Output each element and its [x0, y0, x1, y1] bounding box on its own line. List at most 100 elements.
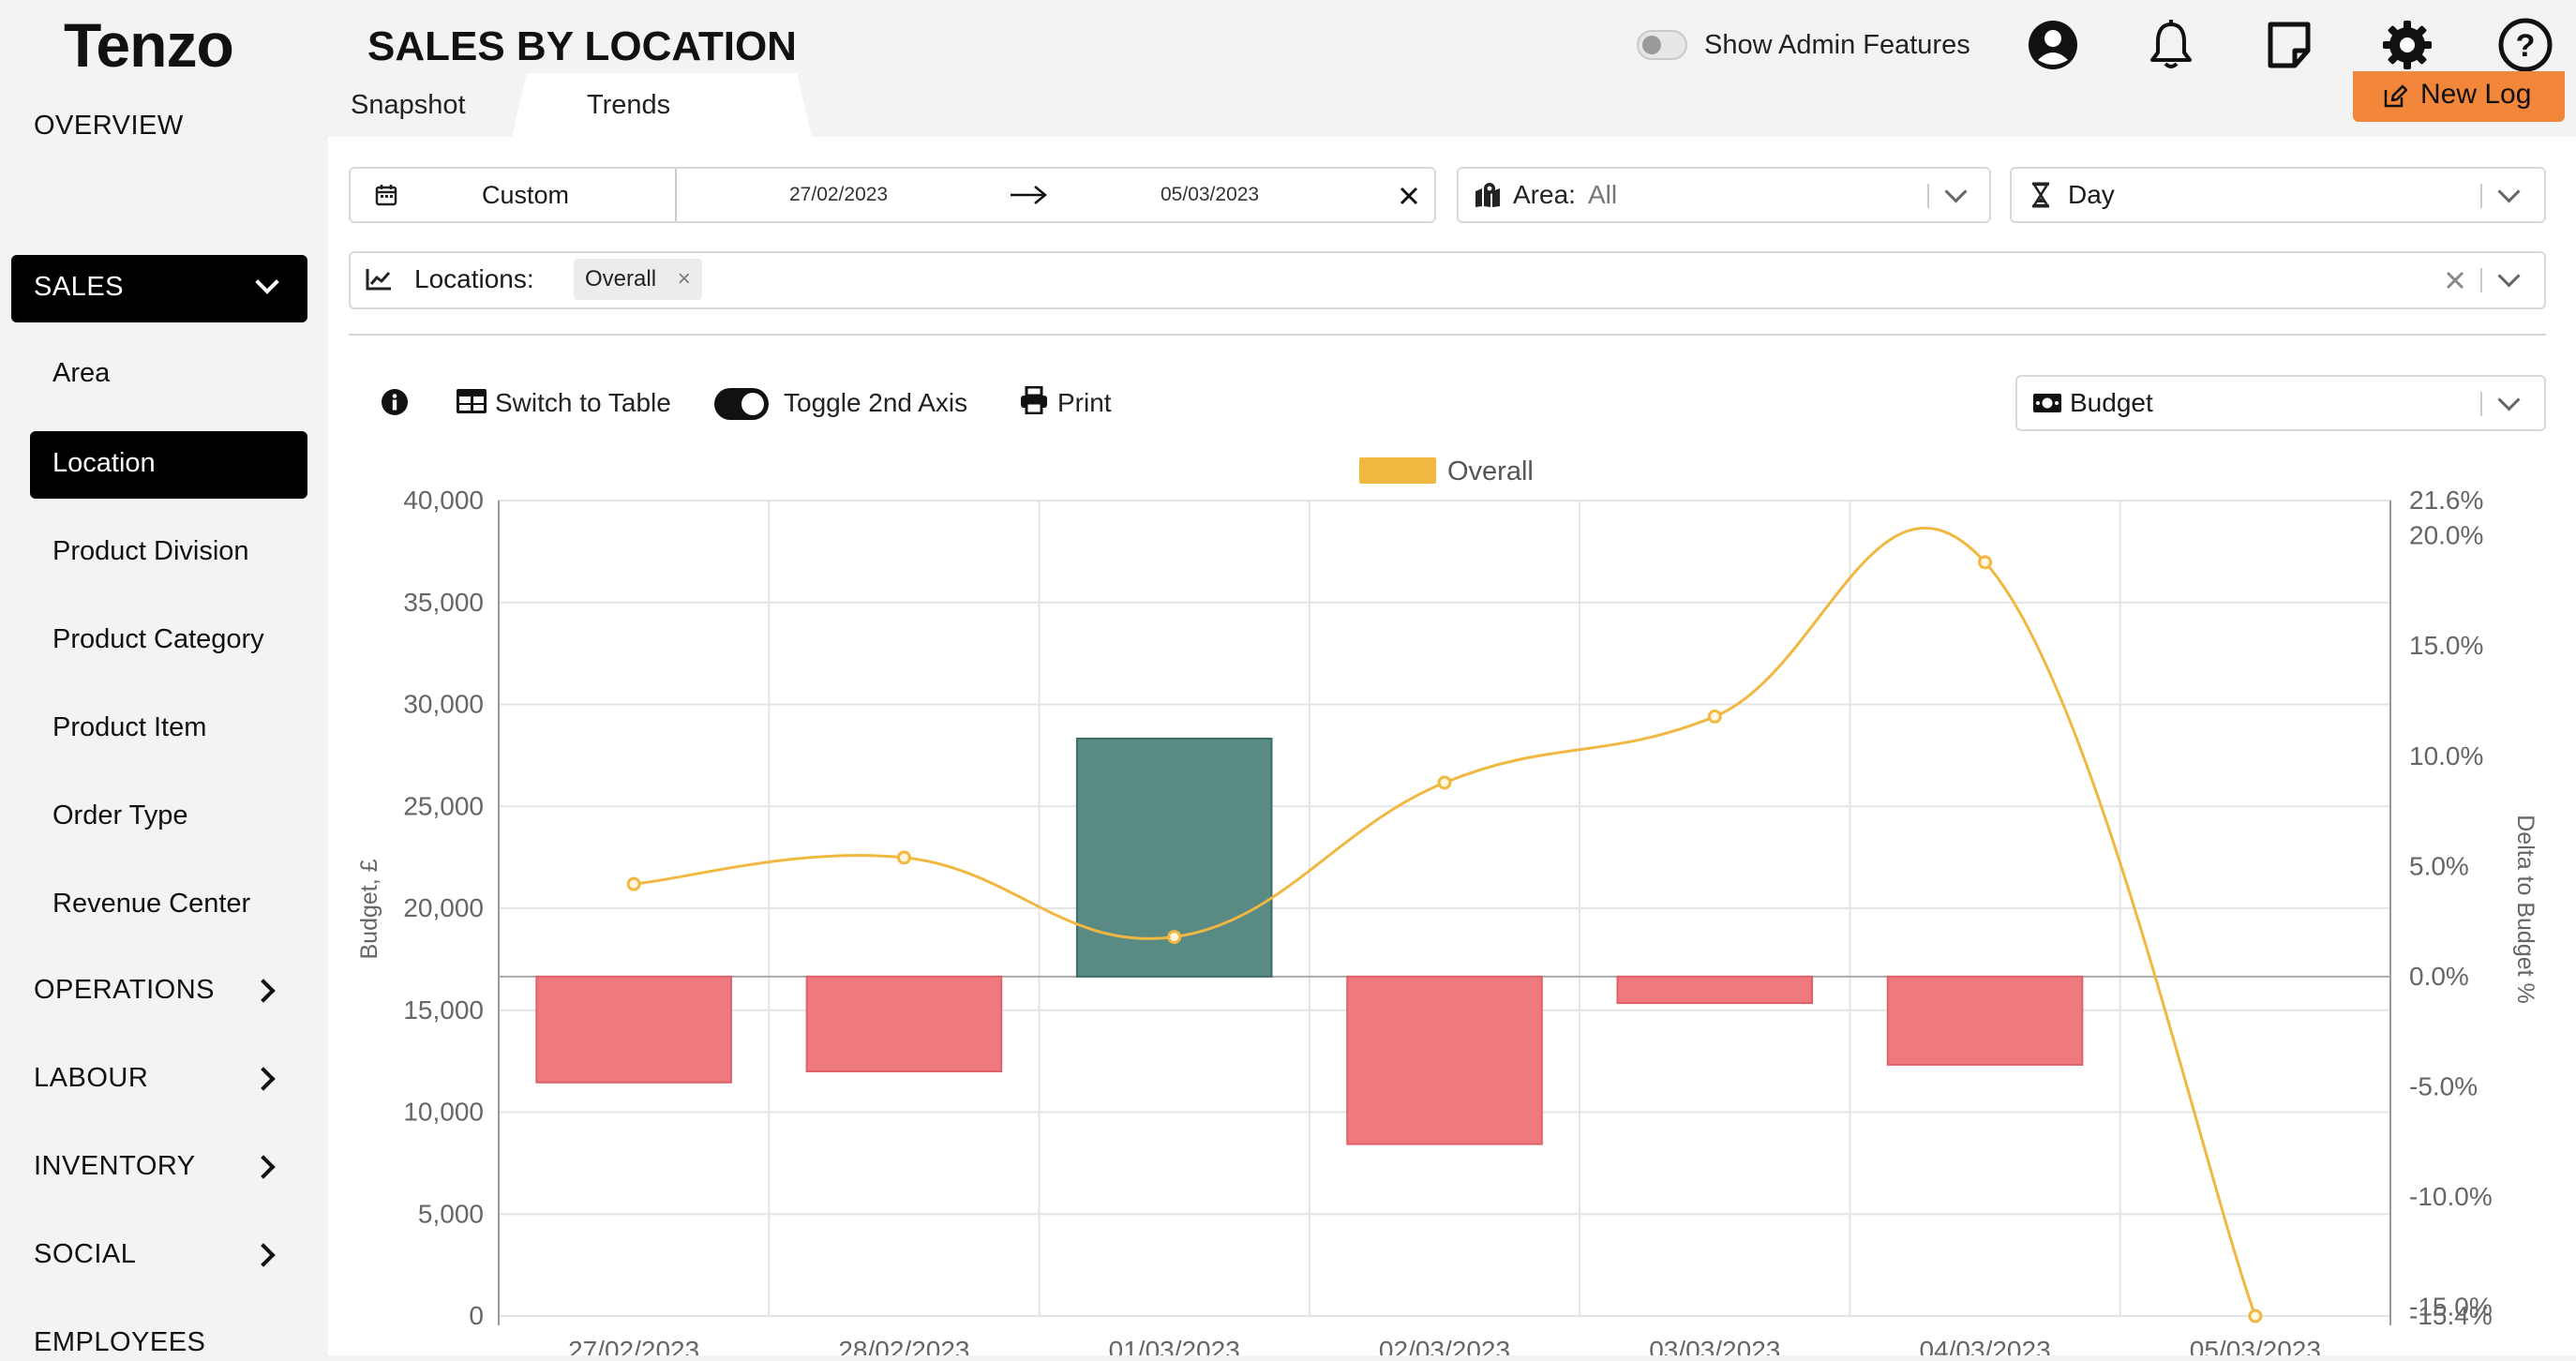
- line-point: [896, 850, 911, 865]
- x-tick-label: 27/02/2023: [568, 1336, 699, 1355]
- y2-tick-label: 15.0%: [2409, 631, 2483, 660]
- nav-location-label: Location: [52, 448, 156, 478]
- remove-chip-icon[interactable]: ×: [677, 266, 691, 292]
- y2-tick-label: 21.6%: [2409, 486, 2483, 515]
- chart-bar: [1886, 975, 2084, 1066]
- x-tick-label: 02/03/2023: [1379, 1336, 1510, 1355]
- y-axis-title: Budget, £: [356, 859, 382, 959]
- nav-social[interactable]: SOCIAL: [34, 1239, 137, 1269]
- granularity-select[interactable]: [2010, 167, 2546, 223]
- nav-product-division[interactable]: Product Division: [52, 536, 249, 566]
- date-to-input[interactable]: 05/03/2023: [1161, 184, 1260, 205]
- x-tick-label: 28/02/2023: [838, 1336, 969, 1355]
- divider: [349, 334, 2546, 336]
- page-title: SALES BY LOCATION: [367, 23, 797, 69]
- gear-icon[interactable]: [2379, 17, 2435, 73]
- help-icon[interactable]: ?: [2497, 17, 2554, 73]
- legend-label[interactable]: Overall: [1447, 456, 1534, 486]
- info-icon[interactable]: [381, 388, 409, 416]
- series-line: [633, 526, 2257, 1317]
- print-button[interactable]: Print: [1057, 388, 1112, 417]
- edit-icon: [2384, 84, 2407, 108]
- chart-bar: [805, 975, 1003, 1072]
- bell-icon[interactable]: [2143, 17, 2199, 73]
- metric-select[interactable]: [2015, 375, 2546, 431]
- tab-trends[interactable]: Trends: [512, 73, 812, 137]
- money-icon: [2033, 394, 2061, 412]
- hourglass-icon: [2031, 182, 2050, 208]
- y2-tick-label: 20.0%: [2409, 521, 2483, 550]
- nav-area[interactable]: Area: [52, 358, 111, 388]
- metric-value: Budget: [2070, 388, 2153, 417]
- legend-swatch[interactable]: [1359, 457, 1436, 484]
- table-icon: [457, 389, 487, 413]
- switch-to-table-button[interactable]: Switch to Table: [495, 388, 671, 417]
- y2-tick-label: -5.0%: [2409, 1071, 2478, 1100]
- y-tick-label: 15,000: [403, 995, 484, 1024]
- y2-tick-label: 10.0%: [2409, 741, 2483, 770]
- nav-location[interactable]: [30, 431, 307, 499]
- nav-product-item[interactable]: Product Item: [52, 712, 207, 742]
- area-value: All: [1588, 180, 1618, 209]
- note-icon[interactable]: [2261, 17, 2317, 73]
- period-select[interactable]: Custom: [482, 181, 570, 209]
- clear-dates-icon[interactable]: [1399, 186, 1419, 206]
- tab-snapshot[interactable]: Snapshot: [328, 73, 506, 137]
- print-icon: [1021, 386, 1047, 414]
- date-range-filter[interactable]: [349, 167, 1436, 223]
- nav-sales[interactable]: [11, 255, 307, 322]
- nav-order-type[interactable]: Order Type: [52, 800, 188, 830]
- nav-operations[interactable]: OPERATIONS: [34, 975, 215, 1005]
- x-tick-label: 05/03/2023: [2190, 1336, 2321, 1355]
- admin-features-label: Show Admin Features: [1704, 30, 1970, 60]
- main-panel: [328, 137, 2576, 1355]
- line-chart-icon: [366, 269, 391, 291]
- y-tick-label: 25,000: [403, 791, 484, 820]
- y2-tick-label: -15.0%: [2409, 1293, 2493, 1322]
- y-tick-label: 30,000: [403, 690, 484, 719]
- admin-features-toggle[interactable]: [1637, 30, 1687, 60]
- granularity-value: Day: [2068, 180, 2115, 209]
- x-tick-label: 03/03/2023: [1649, 1336, 1780, 1355]
- tenzo-logo[interactable]: Tenzo: [64, 10, 234, 80]
- new-log-label: New Log: [2420, 79, 2532, 110]
- y-tick-label: 10,000: [403, 1098, 484, 1127]
- line-point: [2248, 1309, 2263, 1324]
- line-point: [1707, 709, 1722, 724]
- y2-tick-label: -10.0%: [2409, 1182, 2493, 1211]
- clear-locations-icon[interactable]: [2445, 270, 2465, 291]
- nav-overview[interactable]: OVERVIEW: [34, 111, 184, 141]
- y-tick-label: 0: [469, 1301, 484, 1330]
- date-from-input[interactable]: 27/02/2023: [789, 184, 889, 205]
- y2-tick-label: 5.0%: [2409, 851, 2469, 880]
- y-tick-label: 35,000: [403, 588, 484, 617]
- area-select[interactable]: [1457, 167, 1991, 223]
- nav-product-category[interactable]: Product Category: [52, 624, 264, 654]
- arrow-right-icon: [1011, 186, 1047, 204]
- nav-revenue-center[interactable]: Revenue Center: [52, 889, 251, 919]
- toggle-2nd-axis-label: Toggle 2nd Axis: [784, 388, 968, 417]
- y-tick-label: 5,000: [418, 1199, 484, 1228]
- x-tick-label: 04/03/2023: [1920, 1336, 2051, 1355]
- toggle-2nd-axis-switch[interactable]: [714, 388, 769, 420]
- nav-inventory[interactable]: INVENTORY: [34, 1151, 196, 1181]
- nav-employees[interactable]: EMPLOYEES: [34, 1327, 206, 1357]
- calendar-icon: [375, 185, 397, 206]
- y2-tick-label: -15.4%: [2409, 1301, 2493, 1330]
- nav-sales-label: SALES: [34, 272, 124, 302]
- svg-text:?: ?: [2516, 28, 2536, 64]
- tab-trends-label: Trends: [587, 90, 671, 120]
- new-log-button[interactable]: New Log: [2353, 71, 2565, 122]
- y-tick-label: 20,000: [403, 893, 484, 922]
- line-point: [1167, 930, 1182, 945]
- chart-bar: [535, 975, 732, 1084]
- y2-tick-label: 0.0%: [2409, 962, 2469, 991]
- line-point: [626, 876, 641, 891]
- user-circle-icon[interactable]: [2025, 17, 2081, 73]
- map-marker-icon: [1475, 183, 1500, 207]
- locations-select[interactable]: [349, 251, 2546, 309]
- x-tick-label: 01/03/2023: [1109, 1336, 1240, 1355]
- location-chip-label: Overall: [585, 266, 657, 292]
- nav-labour[interactable]: LABOUR: [34, 1063, 149, 1093]
